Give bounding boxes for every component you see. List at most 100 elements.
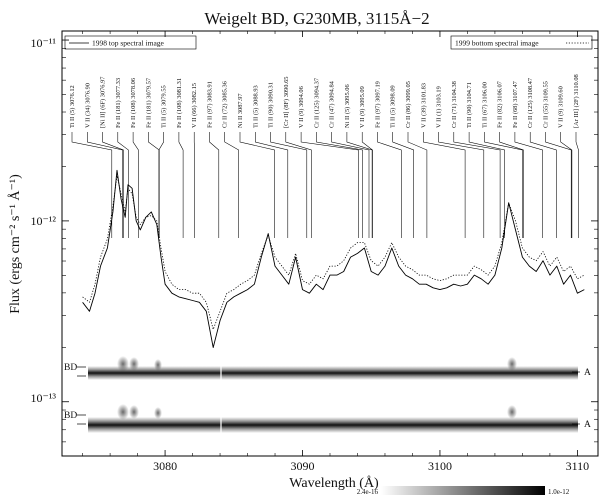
line-id-label: Cr II (71) 3104.38 [451, 81, 458, 128]
line-id-marker [209, 132, 220, 238]
legend-right-box [450, 35, 593, 50]
line-id-label: V II (1) 3103.19 [436, 86, 443, 128]
line-id-label: Fe II (82) 3106.07 [497, 80, 504, 128]
emission-blob [507, 405, 517, 419]
line-id-label: Cr II (125) 3094.37 [313, 77, 320, 128]
line-id-label: Ti II (5) 3088.93 [252, 85, 259, 128]
y-tick-label: 10⁻¹³ [30, 391, 56, 405]
line-id-label: Cr II (55) 3109.55 [543, 81, 550, 128]
colorbar-gradient [381, 486, 545, 495]
line-id-label: Fe II (181) 3077.33 [115, 78, 122, 128]
line-id-marker [514, 132, 543, 238]
colorbar-max-label: 1.0e-12 [548, 488, 570, 496]
line-id-marker [331, 132, 370, 238]
line-id-label: V II (66) 3082.15 [191, 83, 198, 128]
line-id-label: Ni II 3087.97 [237, 93, 244, 128]
line-id-marker [361, 132, 373, 238]
line-id-marker [117, 132, 129, 238]
line-id-label: V II (9) 3109.60 [558, 86, 565, 128]
line-id-label: [Cr II] (8F) 3090.65 [283, 77, 290, 128]
emission-blob [117, 356, 129, 372]
line-id-marker [102, 132, 124, 238]
emission-blob [129, 405, 139, 419]
line-id-marker [423, 132, 466, 238]
line-id-marker [575, 132, 579, 238]
line-id-label: Fe II (68) 3107.47 [512, 80, 519, 128]
line-id-label: Fe II (97) 3083.91 [207, 81, 214, 128]
emission-blob [507, 357, 517, 371]
spectrum-series [82, 169, 585, 348]
x-axis: Wavelength (Å) [289, 475, 379, 491]
line-id-marker [545, 132, 572, 238]
line-id-label: Cr II (125) 3108.47 [527, 77, 534, 128]
spectral-image-bottom-left-label: BD [64, 411, 77, 421]
colorbar-min-label: 2.4e-16 [357, 488, 379, 496]
line-id-label: Fe II (108) 3078.06 [130, 78, 137, 128]
line-id-marker [239, 132, 275, 238]
line-id-marker [148, 132, 160, 238]
line-id-label: Cr II (86) 3099.05 [405, 81, 412, 128]
line-id-label: Ti II (90) 3104.71 [466, 82, 473, 128]
line-id-label: Ti II (5) 3098.09 [390, 85, 397, 128]
x-tick-label: 3090 [291, 459, 315, 473]
spectrum-1999-line [82, 175, 585, 330]
x-tick-label: 3080 [153, 459, 177, 473]
line-id-marker [407, 132, 428, 238]
colorbar: 2.4e-16 1.0e-12 [357, 486, 570, 496]
line-id-marker [346, 132, 373, 238]
line-id-marker [316, 132, 363, 238]
legend-left-label: 1998 top spectral image [92, 39, 165, 48]
y-tick-label: 10⁻¹² [30, 214, 56, 228]
line-id-label: Ti II (5) 3076.12 [69, 85, 76, 128]
line-id-marker [87, 132, 123, 238]
line-id-marker [438, 132, 485, 238]
line-id-marker [529, 132, 557, 238]
line-id-label: [Ni II] (6F) 3076.97 [100, 76, 107, 128]
line-id-marker [270, 132, 308, 238]
line-id-marker [300, 132, 359, 238]
y-axis: Flux (ergs cm⁻² s⁻¹ Å⁻¹) 10⁻¹¹ 10⁻¹² 10⁻… [7, 36, 56, 405]
emission-blob [154, 359, 162, 371]
line-id-marker [224, 132, 239, 238]
line-id-marker [255, 132, 289, 238]
line-id-marker [468, 132, 505, 238]
line-id-marker [71, 132, 113, 238]
spectral-image-bottom-right-label: A [584, 420, 591, 430]
line-id-marker [499, 132, 524, 238]
spectral-image-bottom-trace [88, 417, 578, 433]
legend-left-box [64, 35, 197, 50]
line-id-marker [178, 132, 184, 238]
line-id-marker [392, 132, 414, 238]
line-id-label: Ti II (90) 3090.31 [268, 82, 275, 128]
line-id-marker [453, 132, 501, 238]
line-id-marker [377, 132, 402, 238]
line-id-label: V II (9) 3095.09 [359, 86, 366, 128]
emission-blob [129, 357, 139, 371]
spectral-image-top-trace [88, 366, 578, 380]
line-id-marker [560, 132, 573, 238]
line-id-label: Fe II (108) 3081.31 [176, 78, 183, 128]
line-id-label: V II (9) 3094.06 [298, 86, 305, 128]
x-tick-label: 3110 [566, 459, 590, 473]
axis-ticks: 3080 3090 3100 3110 [62, 31, 598, 473]
line-id-label: Cr II (47) 3094.84 [329, 80, 336, 128]
spectral-image-top-left-label: BD [64, 363, 77, 373]
chart-title: Weigelt BD, G230MB, 3115Å−2 [204, 9, 429, 28]
legend-left: 1998 top spectral image [64, 35, 197, 50]
line-id-label: V II (34) 3076.90 [84, 83, 91, 128]
y-tick-label: 10⁻¹¹ [30, 36, 56, 50]
line-id-label: Ti II (67) 3106.00 [481, 82, 488, 128]
x-tick-label: 3100 [428, 459, 452, 473]
line-id-label: Cr II (72) 3085.36 [222, 81, 229, 128]
x-axis-label: Wavelength (Å) [289, 475, 379, 491]
line-id-marker [158, 132, 164, 238]
line-id-label: Ti II (5) 3079.55 [161, 85, 168, 128]
spectrum-1998-line [82, 169, 585, 348]
line-id-label: Fe II (181) 3079.57 [145, 77, 152, 128]
legend-right: 1999 bottom spectral image [450, 35, 593, 50]
line-id-label: Ni II (5) 3095.06 [344, 84, 351, 128]
spectral-image-top-right-label: A [584, 368, 591, 378]
legend-right-label: 1999 bottom spectral image [455, 39, 539, 48]
line-id-marker [132, 132, 139, 238]
